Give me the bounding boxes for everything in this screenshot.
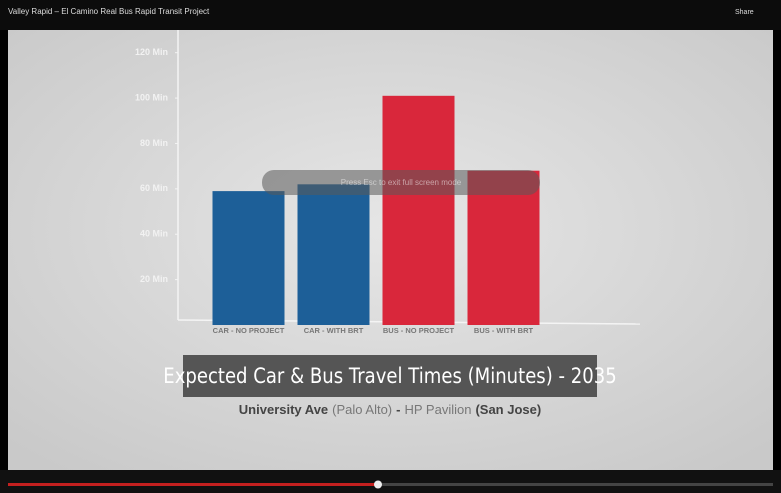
y-tick-label: 60 Min xyxy=(140,183,168,193)
page: {"player": {"video_title": "Valley Rapid… xyxy=(0,0,781,493)
player: Valley Rapid – El Camino Real Bus Rapid … xyxy=(0,0,781,493)
bar xyxy=(298,184,370,325)
subtitle-part: HP Pavilion xyxy=(404,402,471,417)
y-tick-label: 120 Min xyxy=(135,47,168,57)
fullscreen-notice-text: Press Esc to exit full screen mode xyxy=(341,178,462,187)
progress-played xyxy=(8,483,378,486)
chart-title: Expected Car & Bus Travel Times (Minutes… xyxy=(163,364,616,389)
chart-subtitle: University Ave (Palo Alto)-HP Pavilion (Sa… xyxy=(239,402,541,417)
bar xyxy=(213,191,285,325)
y-tick-label: 80 Min xyxy=(140,138,168,148)
subtitle-part: University Ave xyxy=(239,402,328,417)
y-tick-label: 20 Min xyxy=(140,274,168,284)
subtitle-part: (Palo Alto) xyxy=(332,402,392,417)
video-title[interactable]: Valley Rapid – El Camino Real Bus Rapid … xyxy=(8,7,210,16)
x-tick-label: BUS - NO PROJECT xyxy=(383,326,455,335)
bar xyxy=(383,96,455,325)
x-tick-label: CAR - WITH BRT xyxy=(304,326,364,335)
controls-bar xyxy=(0,470,781,493)
subtitle-part: (San Jose) xyxy=(475,402,541,417)
y-tick-label: 40 Min xyxy=(140,229,168,239)
progress-handle[interactable] xyxy=(374,481,382,489)
share-button[interactable]: Share xyxy=(735,9,754,16)
y-tick-label: 100 Min xyxy=(135,92,168,102)
x-tick-label: CAR - NO PROJECT xyxy=(213,326,285,335)
subtitle-part: - xyxy=(396,402,400,417)
x-tick-label: BUS - WITH BRT xyxy=(474,326,534,335)
